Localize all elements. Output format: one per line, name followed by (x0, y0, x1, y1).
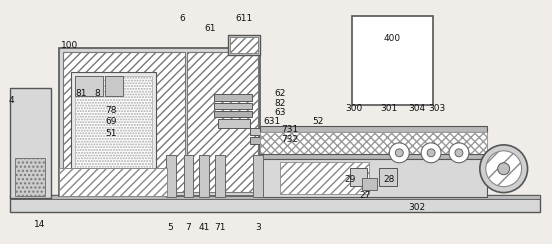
Text: 631: 631 (263, 118, 280, 126)
Text: 52: 52 (312, 118, 323, 126)
Text: 81: 81 (76, 89, 87, 98)
Text: 3: 3 (255, 223, 261, 232)
Bar (260, 132, 487, 154)
Circle shape (421, 143, 441, 163)
Bar (105, 76, 123, 96)
Bar (199, 155, 209, 197)
Bar (215, 155, 225, 197)
Bar (260, 159, 487, 197)
Circle shape (486, 151, 522, 187)
Text: 27: 27 (360, 191, 371, 200)
Text: 28: 28 (384, 175, 395, 184)
Bar (362, 178, 378, 190)
Circle shape (389, 143, 409, 163)
Bar (59, 168, 167, 196)
Text: 71: 71 (215, 223, 226, 232)
Text: 29: 29 (344, 175, 355, 184)
Text: 302: 302 (408, 203, 426, 212)
Text: 6: 6 (179, 14, 185, 23)
Bar (166, 155, 176, 197)
Bar (214, 94, 252, 101)
Bar (187, 52, 258, 192)
Bar (250, 137, 268, 144)
Circle shape (427, 149, 435, 157)
Text: 8: 8 (94, 89, 100, 98)
Circle shape (455, 149, 463, 157)
Text: 7: 7 (185, 223, 192, 232)
Bar (260, 154, 487, 159)
Text: 304: 304 (408, 104, 426, 112)
Bar (253, 155, 263, 197)
Bar (260, 126, 487, 132)
Bar (229, 35, 260, 55)
Bar (59, 48, 260, 196)
Bar (214, 103, 252, 109)
Text: 731: 731 (282, 125, 299, 134)
Text: 62: 62 (274, 89, 286, 98)
Text: 611: 611 (236, 14, 253, 23)
Bar (280, 162, 369, 193)
Bar (15, 158, 45, 196)
Text: 69: 69 (105, 118, 116, 126)
Text: 82: 82 (274, 99, 286, 108)
Bar (183, 155, 193, 197)
Bar (9, 88, 51, 198)
Text: 400: 400 (384, 34, 401, 43)
Text: 78: 78 (105, 106, 116, 115)
Bar (219, 119, 250, 128)
Text: 4: 4 (9, 96, 14, 105)
Circle shape (498, 163, 509, 175)
Bar (75, 76, 103, 96)
Circle shape (395, 149, 404, 157)
Bar (349, 168, 368, 186)
Bar (250, 128, 268, 135)
Circle shape (449, 143, 469, 163)
Text: 63: 63 (274, 108, 286, 117)
Text: 51: 51 (105, 129, 116, 138)
Text: 14: 14 (34, 220, 45, 229)
Bar (71, 72, 156, 172)
Text: 301: 301 (381, 104, 398, 112)
Text: 5: 5 (168, 223, 173, 232)
Bar (214, 111, 252, 117)
Bar (63, 52, 184, 192)
Bar (75, 76, 152, 168)
Text: 61: 61 (205, 24, 216, 33)
Bar (230, 38, 258, 53)
Text: 732: 732 (282, 135, 299, 144)
Text: 41: 41 (199, 223, 210, 232)
Circle shape (480, 145, 528, 193)
Bar (9, 194, 540, 199)
Bar (9, 194, 540, 213)
Text: 300: 300 (345, 104, 362, 112)
Bar (379, 168, 397, 186)
Bar (352, 16, 433, 105)
Text: 100: 100 (61, 41, 78, 50)
Text: 303: 303 (428, 104, 445, 112)
